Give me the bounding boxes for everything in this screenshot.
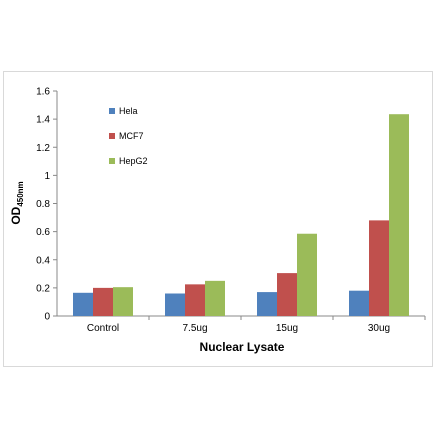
- y-tick-label: 0.8: [36, 199, 50, 210]
- bar-mcf7-control: [93, 287, 113, 316]
- legend-label-hepg2: HepG2: [119, 156, 148, 166]
- legend-swatch-hela: [109, 108, 115, 114]
- legend-label-mcf7: MCF7: [119, 131, 144, 141]
- y-tick-label: 1.4: [36, 115, 50, 126]
- bar-hepg2-30ug: [389, 114, 409, 316]
- bar-hela-30ug: [349, 290, 369, 316]
- y-tick-label: 0: [44, 312, 50, 323]
- bar-mcf7-15ug: [277, 273, 297, 316]
- bar-hela-15ug: [257, 292, 277, 316]
- chart-frame: [3, 71, 433, 367]
- x-tick-label: 7.5ug: [182, 323, 207, 334]
- y-tick-label: 0.2: [36, 283, 50, 294]
- y-tick-label: 0.4: [36, 255, 50, 266]
- bars: [73, 114, 409, 316]
- y-tick-label: 1.2: [36, 143, 50, 154]
- legend-swatch-hepg2: [109, 158, 115, 164]
- bar-mcf7-75ug: [185, 284, 205, 316]
- y-tick-label: 1.6: [36, 87, 50, 98]
- bar-mcf7-30ug: [369, 220, 389, 316]
- legend-label-hela: Hela: [119, 106, 138, 116]
- bar-hepg2-75ug: [205, 280, 225, 316]
- x-tick-label: 30ug: [368, 323, 390, 334]
- legend-swatch-mcf7: [109, 133, 115, 139]
- y-tick-label: 0.6: [36, 227, 50, 238]
- x-tick-label: 15ug: [276, 323, 298, 334]
- bar-hela-75ug: [165, 293, 185, 316]
- y-axis-title-subscript: 450nm: [16, 181, 25, 206]
- x-axis-title: Nuclear Lysate: [200, 340, 285, 354]
- legend: Hela MCF7 HepG2: [109, 106, 148, 166]
- y-tick-label: 1: [44, 171, 50, 182]
- y-axis-title: OD450nm: [9, 181, 25, 224]
- bar-hela-control: [73, 292, 93, 316]
- bar-hepg2-control: [113, 287, 133, 316]
- y-axis-title-main: OD: [9, 206, 23, 224]
- bar-hepg2-15ug: [297, 233, 317, 316]
- x-tick-label: Control: [87, 323, 119, 334]
